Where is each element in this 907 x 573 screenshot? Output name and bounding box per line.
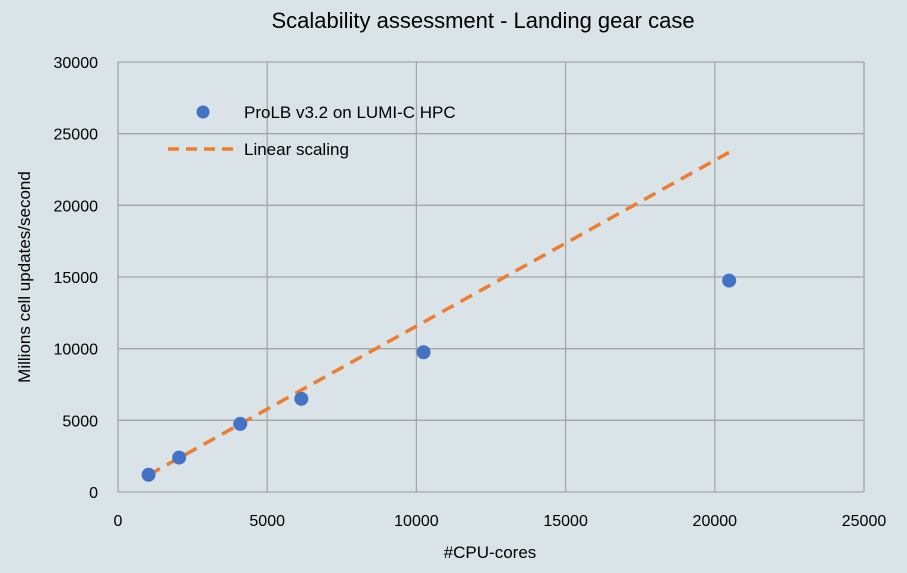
x-tick-label: 20000 bbox=[693, 513, 738, 530]
y-tick-label: 20000 bbox=[54, 198, 99, 215]
series bbox=[141, 150, 737, 482]
y-tick-label: 5000 bbox=[62, 413, 98, 430]
legend-label-line: Linear scaling bbox=[244, 140, 349, 159]
x-tick-label: 10000 bbox=[394, 513, 439, 530]
data-point bbox=[722, 273, 737, 288]
x-tick-labels: 0 5000 10000 15000 20000 25000 bbox=[114, 513, 887, 530]
x-tick-label: 5000 bbox=[249, 513, 285, 530]
x-tick-label: 0 bbox=[114, 513, 123, 530]
y-tick-label: 15000 bbox=[54, 270, 99, 287]
chart-title: Scalability assessment - Landing gear ca… bbox=[271, 8, 694, 33]
x-tick-label: 15000 bbox=[543, 513, 588, 530]
legend: ProLB v3.2 on LUMI-C HPC Linear scaling bbox=[168, 103, 456, 159]
y-axis-label: Millions cell updates/second bbox=[15, 171, 34, 383]
data-point bbox=[416, 345, 431, 360]
y-tick-labels: 0 5000 10000 15000 20000 25000 30000 bbox=[54, 55, 99, 502]
legend-marker-scatter bbox=[196, 105, 210, 119]
y-tick-label: 0 bbox=[89, 485, 98, 502]
y-tick-label: 10000 bbox=[54, 342, 99, 359]
x-tick-label: 25000 bbox=[842, 513, 887, 530]
data-point bbox=[141, 467, 156, 482]
legend-label-scatter: ProLB v3.2 on LUMI-C HPC bbox=[244, 103, 456, 122]
data-point bbox=[233, 416, 248, 431]
data-point bbox=[294, 391, 309, 406]
y-tick-label: 25000 bbox=[54, 127, 99, 144]
y-tick-label: 30000 bbox=[54, 55, 99, 72]
data-point bbox=[172, 450, 187, 465]
x-axis-label: #CPU-cores bbox=[444, 543, 537, 562]
